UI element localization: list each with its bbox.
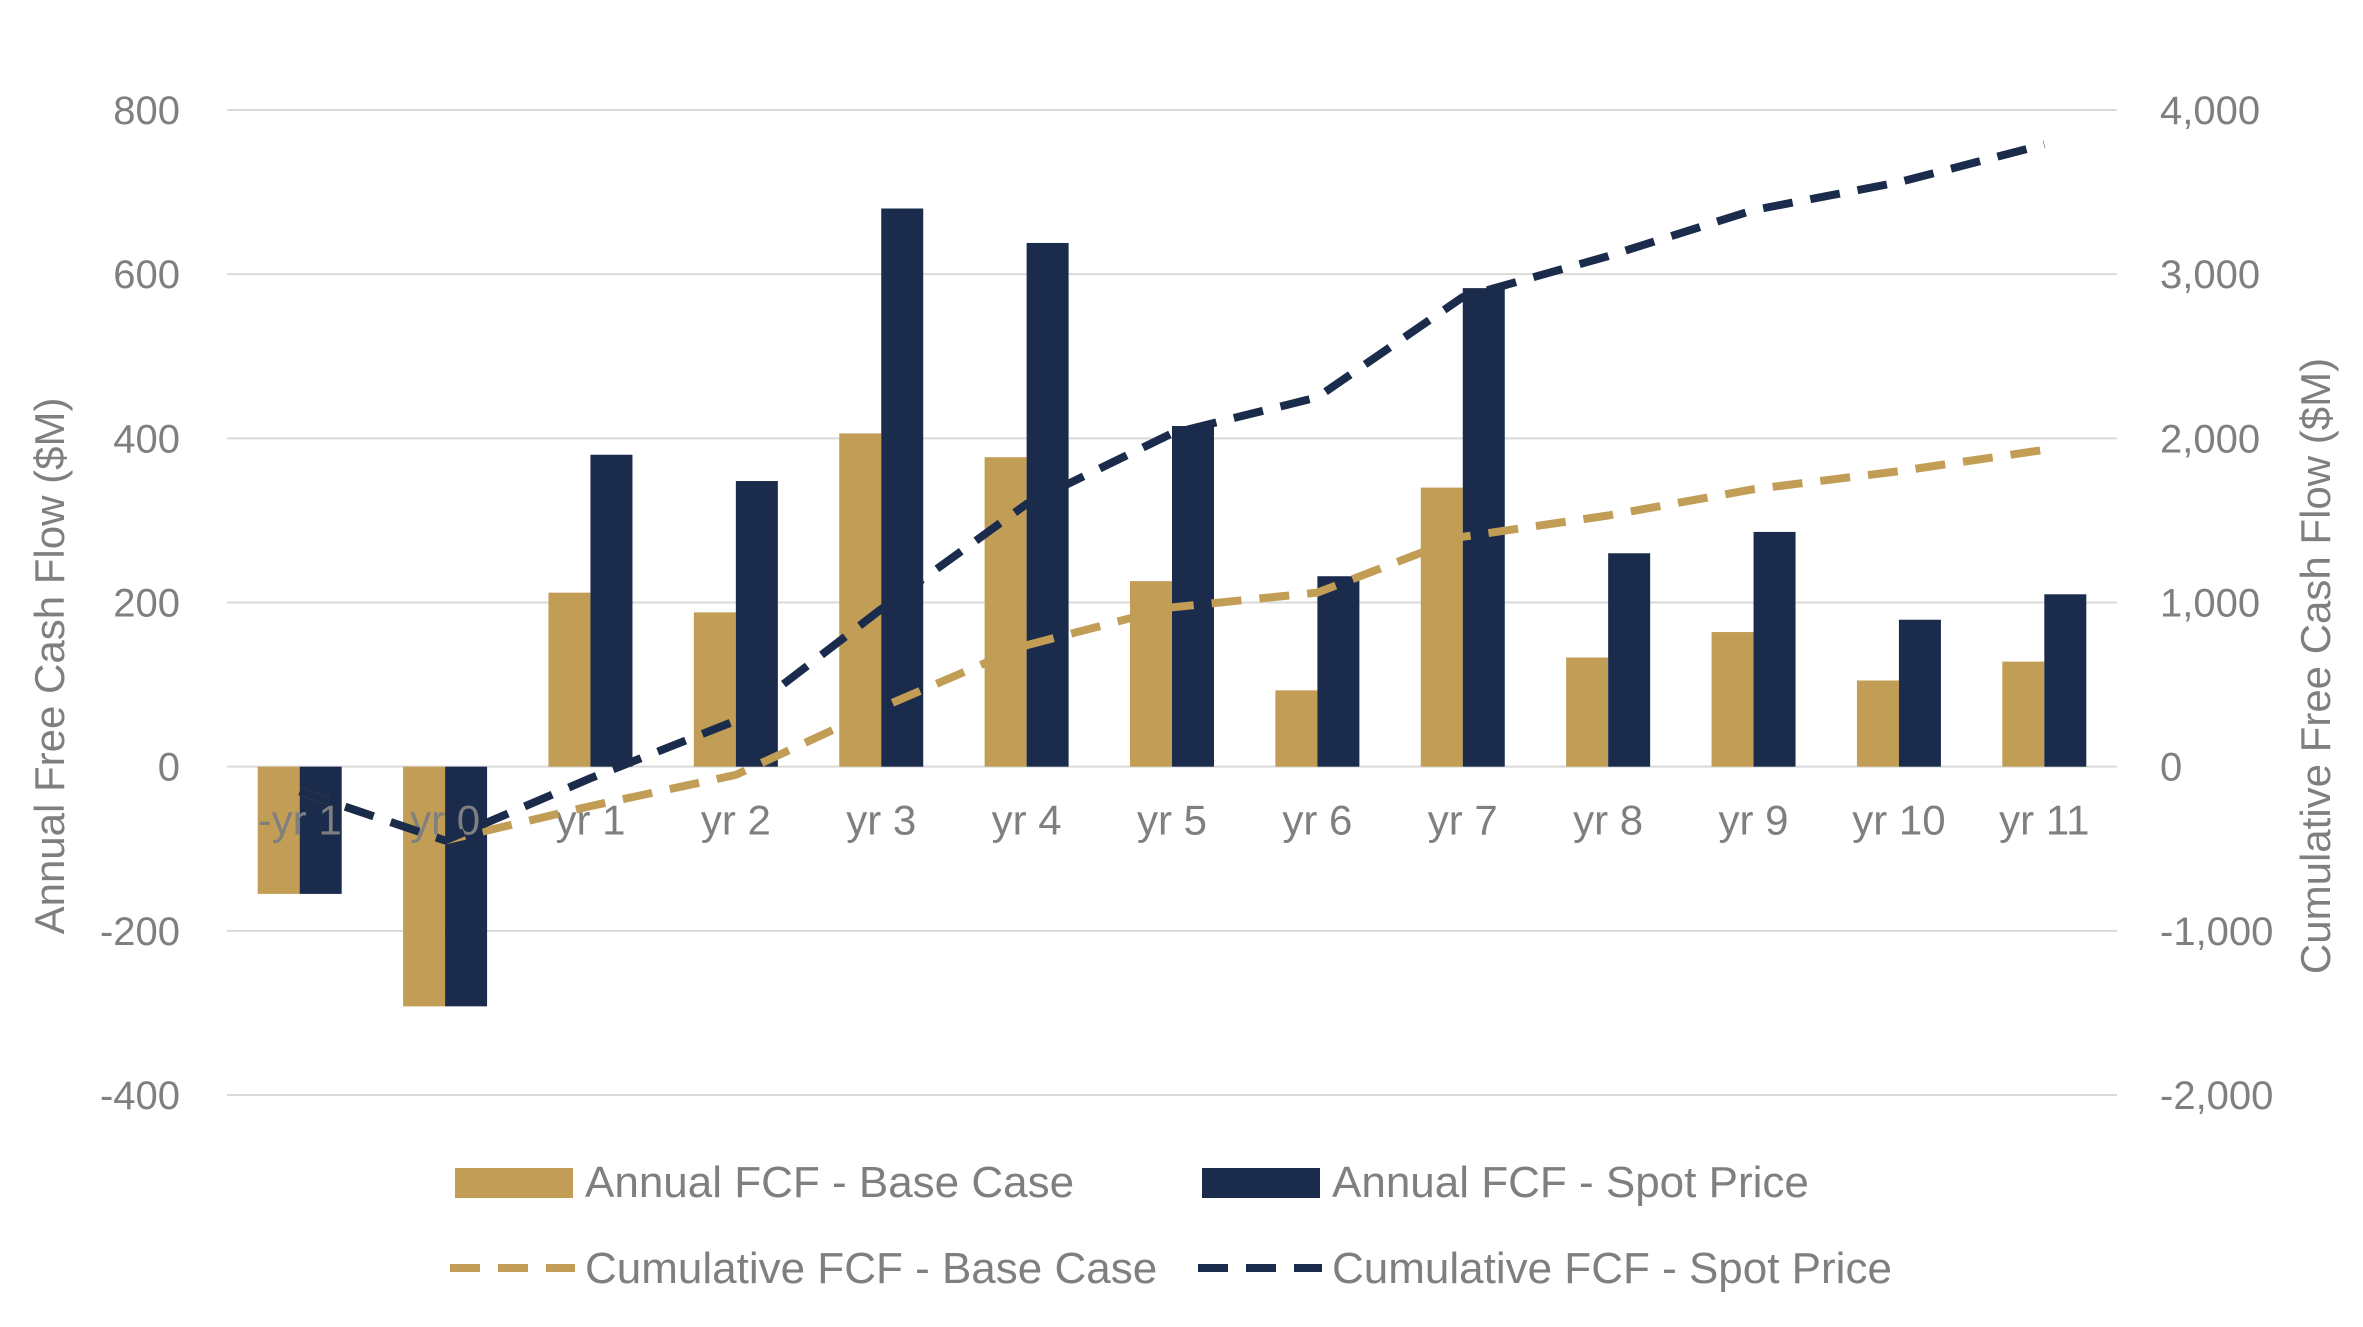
right-axis-ticks: 4,000 3,000 2,000 1,000 0 -1,000 -2,000	[2160, 89, 2273, 1118]
bar-spot	[445, 766, 488, 1007]
y-tick-label-left: -400	[100, 1074, 180, 1118]
bar-base	[1711, 632, 1754, 767]
bar-base	[257, 766, 300, 894]
bar-base	[1420, 487, 1463, 767]
y-tick-label-left: 0	[158, 746, 180, 790]
legend-label-annual-spot: Annual FCF - Spot Price	[1332, 1158, 1809, 1207]
legend-label-cumulative-base: Cumulative FCF - Base Case	[585, 1244, 1157, 1293]
x-tick-label: -yr 1	[258, 797, 342, 844]
y-tick-label-left: 600	[113, 253, 180, 297]
x-tick-label: yr 10	[1852, 797, 1945, 844]
bar-base	[1275, 690, 1318, 767]
x-tick-label: yr 6	[1282, 797, 1352, 844]
bar-spot	[1753, 531, 1796, 767]
legend-label-annual-base: Annual FCF - Base Case	[585, 1158, 1074, 1207]
x-tick-label: yr 11	[1999, 797, 2089, 844]
y-tick-label-right: 0	[2160, 746, 2182, 790]
x-tick-label: yr 5	[1137, 797, 1207, 844]
bar-base	[403, 766, 446, 1007]
bar-spot	[1462, 288, 1505, 767]
bar-base	[693, 612, 736, 767]
x-tick-label: yr 3	[846, 797, 916, 844]
bars	[257, 208, 2087, 1007]
bar-spot	[1172, 426, 1214, 767]
y-tick-label-right: 3,000	[2160, 253, 2260, 297]
legend-swatch-annual-spot	[1202, 1168, 1320, 1198]
y-tick-label-right: -2,000	[2160, 1074, 2273, 1118]
y-axis-title-left: Annual Free Cash Flow ($M)	[26, 398, 73, 935]
bar-spot	[735, 481, 778, 767]
left-axis-ticks: 800 600 400 200 0 -200 -400	[100, 89, 180, 1118]
bar-base	[1566, 657, 1609, 767]
y-tick-label-right: 2,000	[2160, 417, 2260, 461]
y-tick-label-right: -1,000	[2160, 910, 2273, 954]
legend: Annual FCF - Base Case Annual FCF - Spot…	[450, 1158, 1892, 1293]
x-tick-label: yr 2	[701, 797, 771, 844]
line-cumulative-base	[298, 445, 2045, 845]
bar-base	[1856, 680, 1899, 767]
y-tick-label-right: 1,000	[2160, 582, 2260, 626]
bar-spot	[1317, 576, 1360, 767]
x-axis-labels: -yr 1 yr 0 yr 1 yr 2 yr 3 yr 4 yr 5 yr 6 yr 7 yr …	[258, 797, 2090, 844]
y-axis-title-right: Cumulative Free Cash Flow ($M)	[2292, 358, 2339, 974]
bar-spot	[1898, 619, 1941, 767]
y-tick-label-left: 200	[113, 582, 180, 626]
x-tick-label: yr 8	[1573, 797, 1643, 844]
bar-base	[2002, 661, 2045, 767]
bar-base	[548, 592, 591, 767]
legend-label-cumulative-spot: Cumulative FCF - Spot Price	[1332, 1244, 1892, 1293]
line-cumulative-spot	[298, 140, 2046, 845]
x-tick-label: yr 0	[410, 797, 480, 844]
legend-swatch-annual-base	[455, 1168, 573, 1198]
y-tick-label-right: 4,000	[2160, 89, 2260, 133]
y-tick-label-left: -200	[100, 910, 180, 954]
x-tick-label: yr 4	[992, 797, 1062, 844]
cumulative-lines	[298, 140, 2046, 845]
x-tick-label: yr 7	[1428, 797, 1498, 844]
x-tick-label: yr 9	[1719, 797, 1789, 844]
bar-spot	[590, 454, 633, 767]
bar-spot	[2044, 594, 2087, 767]
y-tick-label-left: 800	[113, 89, 180, 133]
bar-spot	[299, 766, 342, 894]
y-tick-label-left: 400	[113, 417, 180, 461]
bar-spot	[1608, 553, 1651, 767]
bar-spot	[881, 208, 924, 767]
